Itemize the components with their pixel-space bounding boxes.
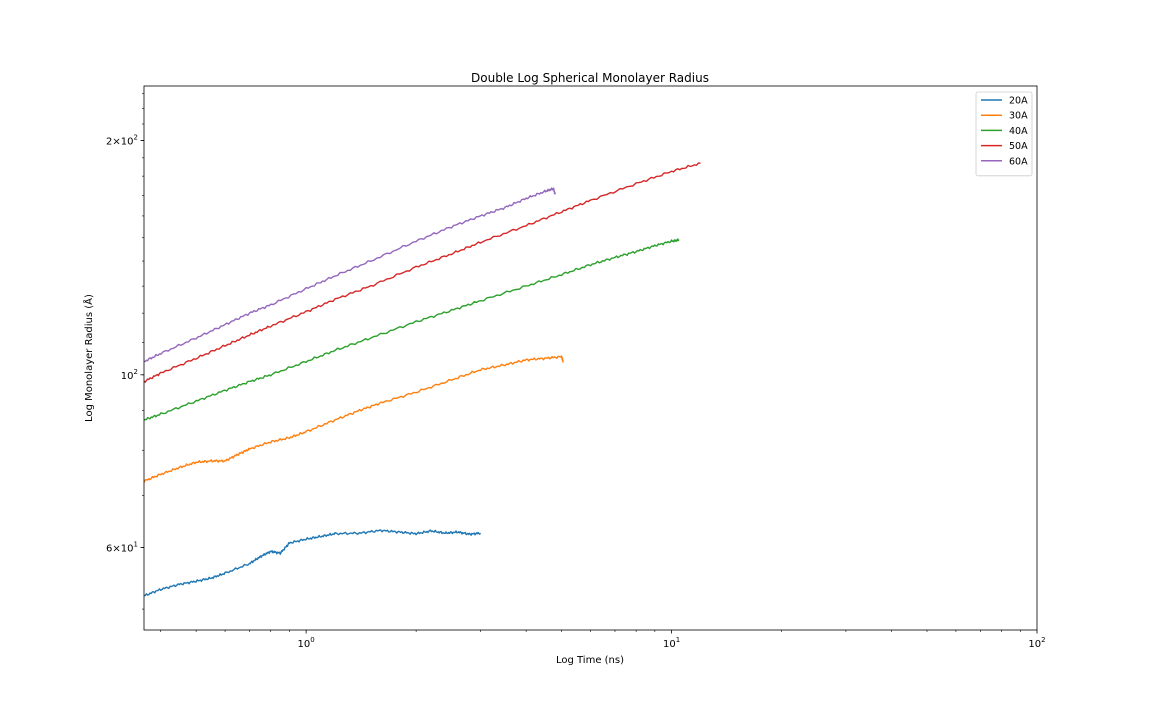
series-line-40A xyxy=(144,238,680,421)
y-tick-label-base: 10 xyxy=(121,137,134,148)
y-tick-label-exponent: 1 xyxy=(134,540,138,548)
x-tick-label: 102 xyxy=(1028,636,1045,650)
y-tick-label-exponent: 2 xyxy=(134,134,138,142)
chart-title: Double Log Spherical Monolayer Radius xyxy=(471,71,709,85)
y-tick-label-mantissa: 6× xyxy=(106,543,121,554)
legend-label: 20A xyxy=(1009,96,1028,107)
legend-label: 50A xyxy=(1009,141,1028,152)
legend: 20A 30A 40A 50A 60A xyxy=(975,91,1033,177)
series-line-50A xyxy=(144,162,701,383)
legend-label: 60A xyxy=(1009,156,1028,167)
y-tick-label: 6×101 xyxy=(106,540,138,554)
x-tick-label-base: 10 xyxy=(298,639,311,650)
x-tick-label-exponent: 0 xyxy=(310,636,314,644)
series-line-30A xyxy=(144,355,564,483)
y-tick-label-base: 10 xyxy=(121,371,134,382)
y-tick-label-mantissa: 2× xyxy=(106,137,121,148)
y-tick-label-exponent: 2 xyxy=(134,368,138,376)
x-axis: 100 101 102 xyxy=(160,630,1046,650)
x-tick-label: 100 xyxy=(298,636,315,650)
series-line-20A xyxy=(144,529,482,597)
x-tick-label-exponent: 2 xyxy=(1041,636,1045,644)
plot-area xyxy=(144,162,701,597)
x-tick-label: 101 xyxy=(663,636,680,650)
x-tick-label-base: 10 xyxy=(663,639,676,650)
y-tick-label-base: 10 xyxy=(121,543,134,554)
x-tick-label-base: 10 xyxy=(1028,639,1041,650)
legend-label: 40A xyxy=(1009,126,1028,137)
x-axis-label: Log Time (ns) xyxy=(556,655,624,666)
series-line-60A xyxy=(144,187,556,363)
legend-box xyxy=(975,91,1033,177)
y-axis-label: Log Monolayer Radius (Å) xyxy=(82,294,95,422)
y-tick-label: 102 xyxy=(121,368,138,382)
x-tick-label-exponent: 1 xyxy=(676,636,680,644)
y-tick-label: 2×102 xyxy=(106,134,138,148)
legend-label: 30A xyxy=(1009,111,1028,122)
